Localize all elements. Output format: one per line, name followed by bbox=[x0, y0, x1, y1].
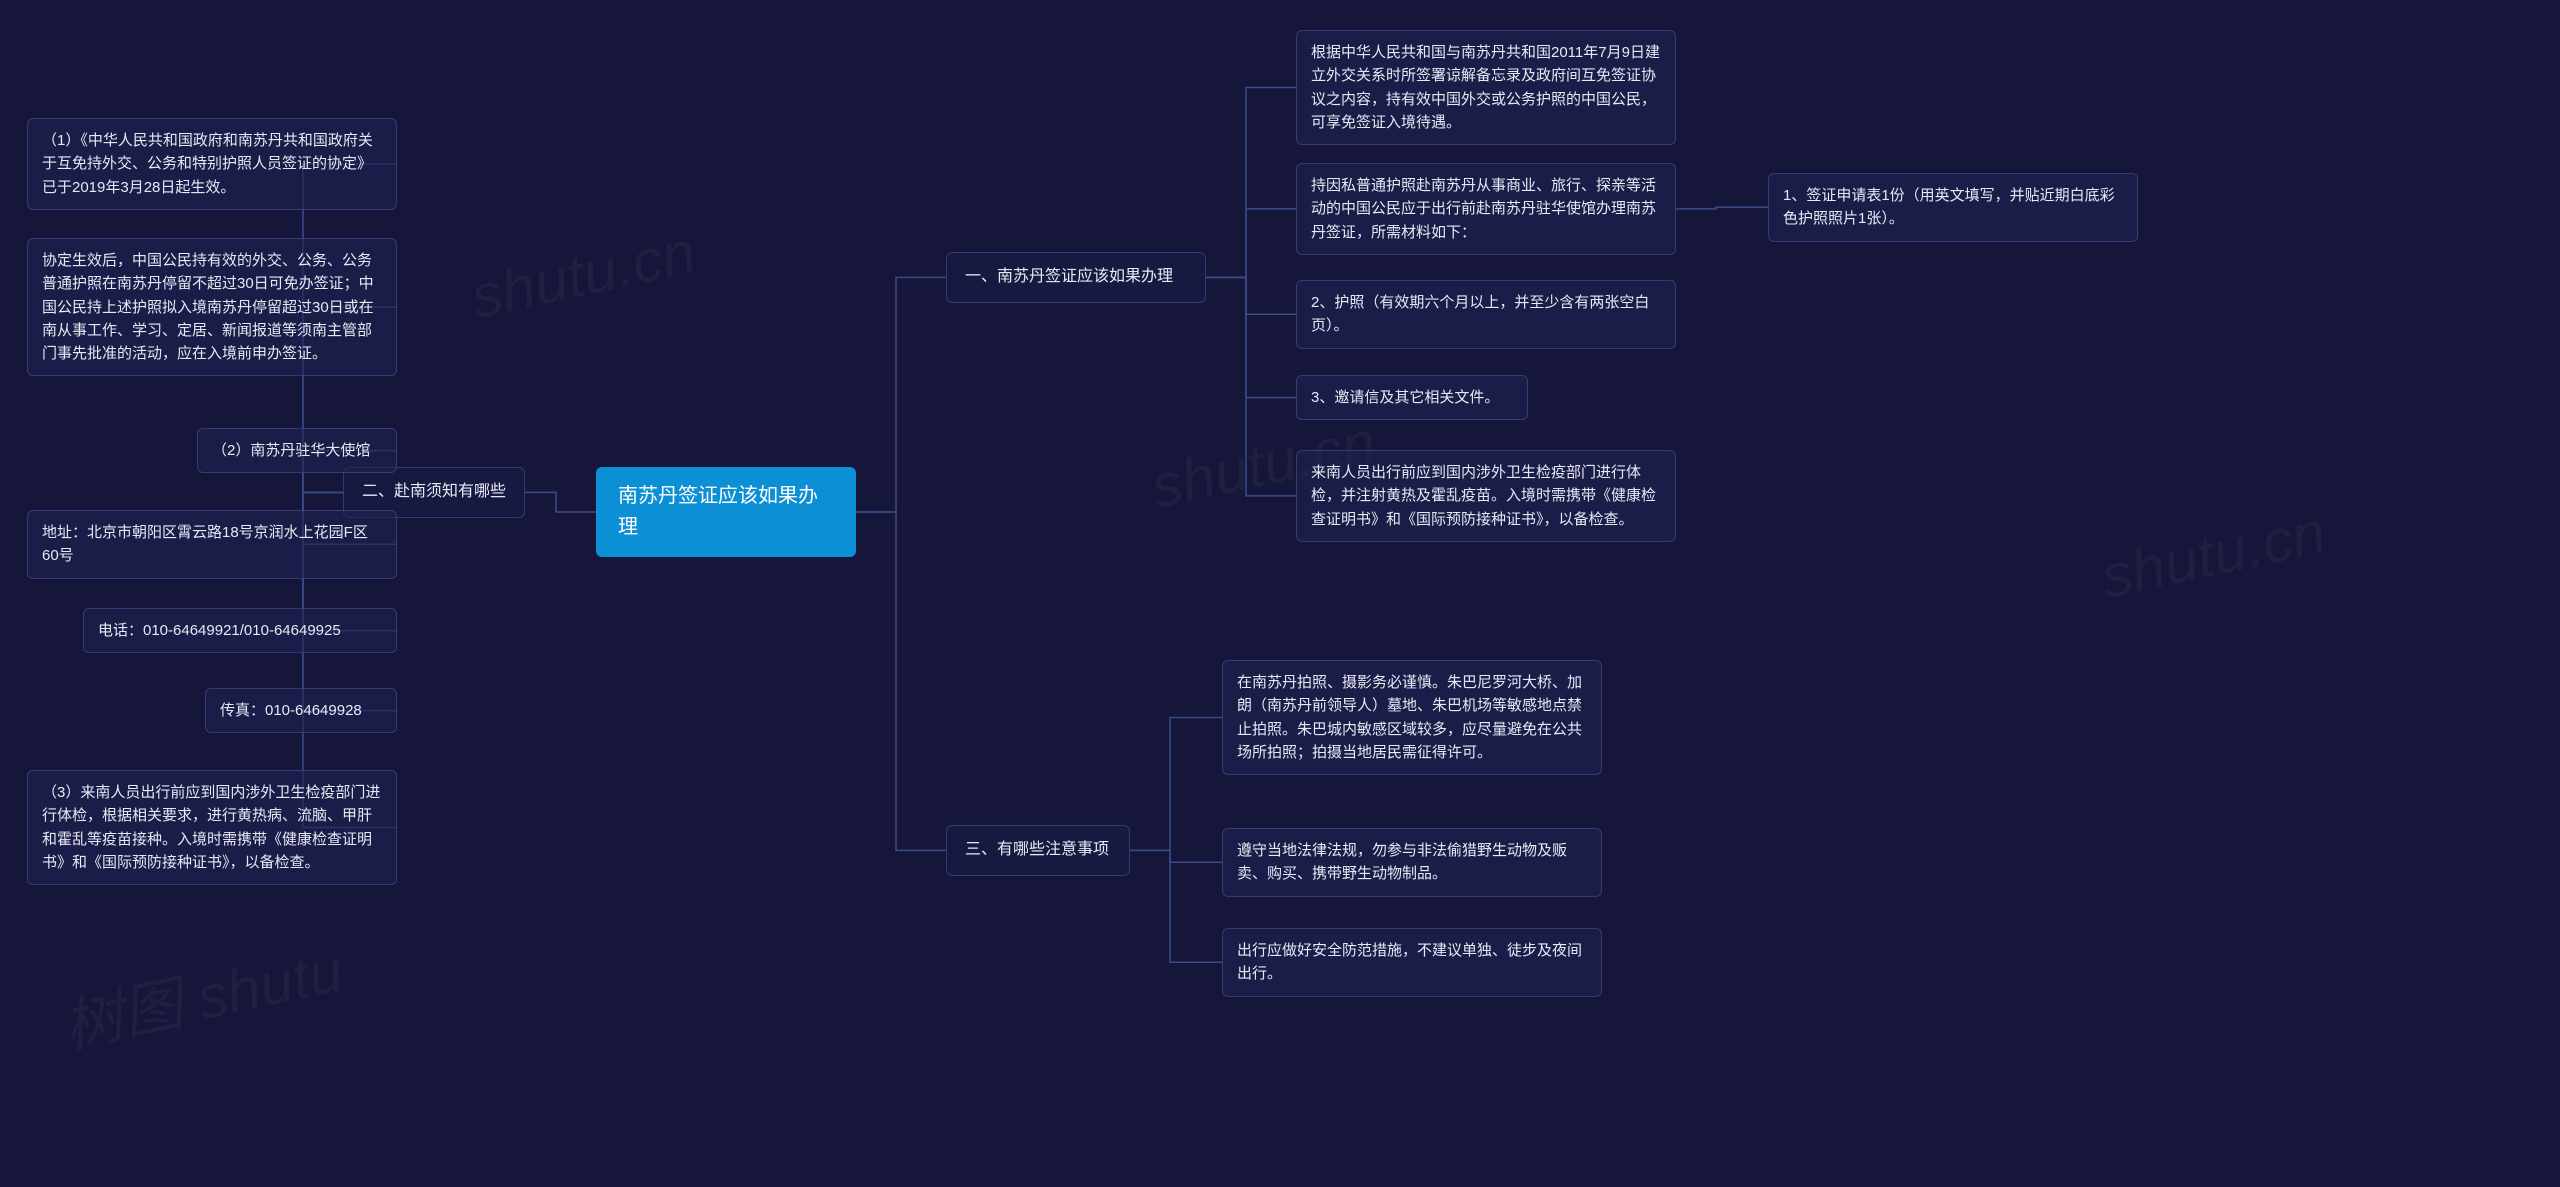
watermark: shutu.cn bbox=[465, 217, 701, 332]
leaf-node[interactable]: （3）来南人员出行前应到国内涉外卫生检疫部门进行体检，根据相关要求，进行黄热病、… bbox=[27, 770, 397, 885]
leaf-node[interactable]: 来南人员出行前应到国内涉外卫生检疫部门进行体检，并注射黄热及霍乱疫苗。入境时需携… bbox=[1296, 450, 1676, 542]
leaf-node[interactable]: 持因私普通护照赴南苏丹从事商业、旅行、探亲等活动的中国公民应于出行前赴南苏丹驻华… bbox=[1296, 163, 1676, 255]
leaf-node[interactable]: 出行应做好安全防范措施，不建议单独、徒步及夜间出行。 bbox=[1222, 928, 1602, 997]
branch-visa-process[interactable]: 一、南苏丹签证应该如果办理 bbox=[946, 252, 1206, 303]
connector bbox=[1130, 850, 1222, 862]
connector bbox=[1206, 277, 1296, 397]
connector bbox=[856, 277, 946, 512]
connector bbox=[525, 492, 596, 512]
leaf-node[interactable]: （1）《中华人民共和国政府和南苏丹共和国政府关于互免持外交、公务和特别护照人员签… bbox=[27, 118, 397, 210]
watermark: 树图 shutu bbox=[54, 921, 349, 1065]
leaf-node[interactable]: （2）南苏丹驻华大使馆 bbox=[197, 428, 397, 473]
connector bbox=[1206, 209, 1296, 278]
leaf-node[interactable]: 2、护照（有效期六个月以上，并至少含有两张空白页）。 bbox=[1296, 280, 1676, 349]
connector bbox=[1130, 718, 1222, 851]
mindmap-root[interactable]: 南苏丹签证应该如果办理 bbox=[596, 467, 856, 557]
connector bbox=[1206, 88, 1296, 278]
connector bbox=[1206, 277, 1296, 314]
leaf-node[interactable]: 根据中华人民共和国与南苏丹共和国2011年7月9日建立外交关系时所签署谅解备忘录… bbox=[1296, 30, 1676, 145]
leaf-node[interactable]: 1、签证申请表1份（用英文填写，并贴近期白底彩色护照照片1张）。 bbox=[1768, 173, 2138, 242]
leaf-node[interactable]: 传真：010-64649928 bbox=[205, 688, 397, 733]
leaf-node[interactable]: 地址：北京市朝阳区霄云路18号京润水上花园F区60号 bbox=[27, 510, 397, 579]
leaf-node[interactable]: 电话：010-64649921/010-64649925 bbox=[83, 608, 397, 653]
connector bbox=[1130, 850, 1222, 962]
connector bbox=[856, 512, 946, 850]
connector bbox=[1206, 277, 1296, 495]
leaf-node[interactable]: 协定生效后，中国公民持有效的外交、公务、公务普通护照在南苏丹停留不超过30日可免… bbox=[27, 238, 397, 376]
connector bbox=[1676, 207, 1768, 209]
watermark: shutu.cn bbox=[2095, 497, 2331, 612]
branch-precautions[interactable]: 三、有哪些注意事项 bbox=[946, 825, 1130, 876]
leaf-node[interactable]: 3、邀请信及其它相关文件。 bbox=[1296, 375, 1528, 420]
leaf-node[interactable]: 遵守当地法律法规，勿参与非法偷猎野生动物及贩卖、购买、携带野生动物制品。 bbox=[1222, 828, 1602, 897]
leaf-node[interactable]: 在南苏丹拍照、摄影务必谨慎。朱巴尼罗河大桥、加朗（南苏丹前领导人）墓地、朱巴机场… bbox=[1222, 660, 1602, 775]
